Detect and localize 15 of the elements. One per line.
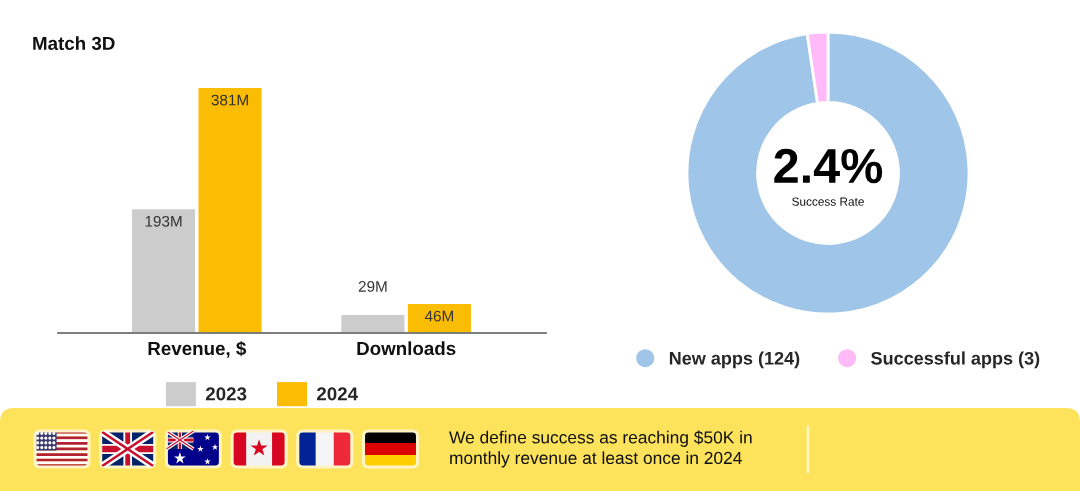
legend-label: 2023 — [205, 387, 247, 401]
donut-slice — [685, 30, 971, 316]
data-label: 46M — [424, 310, 453, 322]
text: 2.4% — [774, 148, 883, 184]
text: Success Rate — [792, 197, 864, 206]
data-label: 193M — [145, 215, 182, 227]
x-tick-label: Downloads — [357, 341, 456, 356]
x-tick-label: Revenue, $ — [148, 341, 247, 358]
legend-label: 2024 — [317, 387, 358, 401]
text: We define success as reaching $50K in monthly revenue at least once in 2024 — [449, 430, 752, 468]
chart-title: Match 3D — [33, 36, 115, 51]
data-label: 29M — [358, 281, 387, 292]
data-label: 381M — [211, 94, 248, 106]
legend-label: New apps (124) — [669, 351, 800, 369]
legend-label: Successful apps (3) — [871, 351, 1040, 369]
